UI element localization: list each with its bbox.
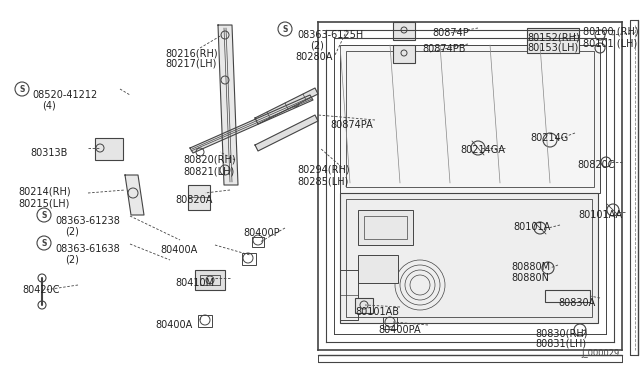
Bar: [346, 199, 592, 317]
Text: 80285(LH): 80285(LH): [297, 176, 348, 186]
Bar: [383, 317, 397, 329]
Text: 80831(LH): 80831(LH): [535, 339, 586, 349]
Text: 80400PA: 80400PA: [378, 325, 420, 335]
Text: 08520-41212: 08520-41212: [32, 90, 97, 100]
Text: 80215(LH): 80215(LH): [18, 198, 69, 208]
Bar: [242, 253, 256, 265]
Bar: [195, 270, 225, 290]
Text: 80410M: 80410M: [175, 278, 214, 288]
Bar: [545, 290, 590, 302]
Text: 80153(LH): 80153(LH): [527, 43, 579, 53]
Text: 80874P: 80874P: [432, 28, 468, 38]
Text: 80420C: 80420C: [22, 285, 60, 295]
Text: 80101AA: 80101AA: [578, 210, 622, 220]
Text: 80874PB: 80874PB: [422, 44, 465, 54]
Text: 80217(LH): 80217(LH): [165, 59, 216, 69]
Text: (2): (2): [65, 255, 79, 265]
Bar: [364, 216, 407, 239]
Text: 80280A: 80280A: [295, 52, 332, 62]
Text: S: S: [42, 211, 47, 219]
Text: 80101AB: 80101AB: [355, 307, 399, 317]
Bar: [340, 193, 598, 323]
Text: 80874PA: 80874PA: [330, 120, 372, 130]
Bar: [198, 315, 212, 327]
Text: (4): (4): [42, 101, 56, 111]
Text: 80214G: 80214G: [530, 133, 568, 143]
Bar: [200, 275, 220, 285]
Bar: [355, 298, 373, 313]
Text: 80820C: 80820C: [577, 160, 614, 170]
Text: S: S: [19, 84, 25, 93]
Text: 80313B: 80313B: [30, 148, 67, 158]
Polygon shape: [255, 115, 318, 151]
Bar: [95, 138, 123, 160]
Text: 80216(RH): 80216(RH): [165, 48, 218, 58]
Text: 80214(RH): 80214(RH): [18, 187, 70, 197]
Text: 80821(LH): 80821(LH): [183, 166, 234, 176]
Text: 80400A: 80400A: [160, 245, 197, 255]
Text: 80400P: 80400P: [243, 228, 280, 238]
Text: (2): (2): [65, 227, 79, 237]
Text: (2): (2): [310, 41, 324, 51]
Bar: [340, 45, 600, 193]
Bar: [340, 270, 358, 320]
Bar: [188, 185, 210, 210]
Bar: [358, 255, 398, 283]
Polygon shape: [125, 175, 144, 215]
Bar: [346, 51, 594, 187]
Text: S: S: [282, 25, 288, 33]
Text: 80400A: 80400A: [155, 320, 192, 330]
Bar: [527, 28, 579, 53]
Text: 08363-61238: 08363-61238: [55, 216, 120, 226]
Text: 80820(RH): 80820(RH): [183, 155, 236, 165]
Bar: [393, 45, 415, 63]
Text: 80214GA: 80214GA: [460, 145, 505, 155]
Polygon shape: [190, 95, 313, 153]
Text: 80880N: 80880N: [511, 273, 549, 283]
Text: J_000029: J_000029: [582, 349, 620, 358]
Polygon shape: [218, 25, 238, 185]
Text: 80101 (LH): 80101 (LH): [583, 38, 637, 48]
Text: 80830A: 80830A: [558, 298, 595, 308]
Text: 80101A: 80101A: [513, 222, 550, 232]
Text: 80100 (RH): 80100 (RH): [583, 27, 639, 37]
Text: 80294(RH): 80294(RH): [297, 165, 349, 175]
Bar: [252, 237, 264, 247]
Bar: [358, 210, 413, 245]
Text: 80830(RH): 80830(RH): [535, 328, 588, 338]
Text: S: S: [42, 238, 47, 247]
Polygon shape: [255, 88, 318, 124]
Text: 80820A: 80820A: [175, 195, 212, 205]
Text: 08363-61638: 08363-61638: [55, 244, 120, 254]
Text: 80152(RH): 80152(RH): [527, 32, 580, 42]
Bar: [393, 22, 415, 40]
Text: 08363-6125H: 08363-6125H: [297, 30, 364, 40]
Text: 80880M: 80880M: [511, 262, 550, 272]
